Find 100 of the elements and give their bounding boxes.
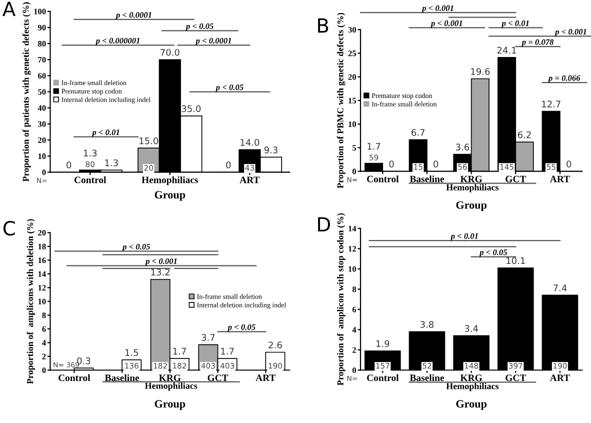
y-tick-label: 8 xyxy=(42,312,46,318)
annotation: p = 0.078 xyxy=(521,39,554,47)
text: p < 0.01 xyxy=(501,20,529,28)
y-tick-label: 8 xyxy=(352,286,356,292)
text: Hemophiliacs xyxy=(144,382,198,391)
data-label: 0 xyxy=(434,160,438,168)
annotation: p < 0.05 xyxy=(185,23,214,31)
data-label: 9.3 xyxy=(264,146,278,154)
y-tick-label: 12 xyxy=(38,285,46,291)
annotation: p < 0.01 xyxy=(92,129,120,137)
y-tick-label: 2 xyxy=(42,354,46,360)
y-tick-label: 90 xyxy=(38,24,46,30)
data-label: 19.6 xyxy=(471,68,490,75)
y-tick-label: 5 xyxy=(352,145,356,151)
data-label: 3.6 xyxy=(456,144,470,150)
annotation: p < 0.001 xyxy=(554,28,586,36)
x-tick-label: GCT xyxy=(506,176,526,182)
text: p < 0.001 xyxy=(430,20,462,28)
x-axis-title: Group xyxy=(154,400,186,410)
x-tick-label: KRG xyxy=(460,176,482,182)
data-label: 3.4 xyxy=(464,325,478,332)
data-label: 13.2 xyxy=(151,268,170,276)
data-label: 1.5 xyxy=(125,349,138,356)
y-axis-title: Proportion of patients with genetic defects (%) xyxy=(22,2,31,182)
y-tick-label: 14 xyxy=(38,271,46,277)
annotation: p < 0.05 xyxy=(122,244,150,252)
x-tick-label: Control xyxy=(367,175,399,182)
chart-title: D xyxy=(318,217,330,232)
chart-title: B xyxy=(318,18,328,33)
y-axis-title: Proportion of PBMC with genetic defects (%) xyxy=(336,12,346,188)
annotation: p < 0.000001 xyxy=(95,38,140,46)
y-tick-label: 70 xyxy=(38,56,46,63)
x-tick-label: KRG xyxy=(159,374,181,382)
data-label: 12.7 xyxy=(542,100,560,108)
y-tick-label: 0 xyxy=(42,367,46,374)
data-label: 14.0 xyxy=(240,138,260,146)
text: Hemophiliacs xyxy=(446,184,499,192)
x-tick-label: GCT xyxy=(208,374,228,382)
annotation: p < 0.0001 xyxy=(115,12,152,20)
data-label: 1.7 xyxy=(368,143,380,150)
y-axis-title: Proportion of amplicon with stop codon (%) xyxy=(336,213,346,386)
x-tick-label: ART xyxy=(256,374,276,382)
y-tick-label: 4 xyxy=(352,327,356,333)
x-tick-label: Baseline xyxy=(410,175,444,182)
x-axis-title: Group xyxy=(456,201,487,212)
data-label: 24.1 xyxy=(497,46,516,54)
text: p < 0.001 xyxy=(422,5,454,13)
y-tick-label: 40 xyxy=(38,105,46,111)
y-tick-label: 100 xyxy=(34,8,46,14)
y-tick-label: 12 xyxy=(348,246,356,252)
x-axis-title: Group xyxy=(154,191,186,201)
data-label: 1.9 xyxy=(376,340,390,348)
annotation: p < 0.05 xyxy=(227,324,256,332)
y-tick-label: 4 xyxy=(42,340,46,346)
data-label: 0 xyxy=(226,162,231,168)
data-label: 1.3 xyxy=(84,150,97,157)
data-label: 1.3 xyxy=(105,159,118,166)
y-tick-label: 15 xyxy=(348,98,356,104)
x-tick-label: KRG xyxy=(460,374,482,382)
y-tick-label: 16 xyxy=(38,258,46,264)
y-tick-label: 6 xyxy=(42,326,46,332)
annotation: p = 0.066 xyxy=(548,75,580,83)
y-tick-label: 20 xyxy=(38,137,46,143)
x-tick-label: ART xyxy=(550,176,570,182)
chart-title: A xyxy=(2,2,16,16)
annotation: p < 0.05 xyxy=(215,84,244,92)
y-tick-label: 60 xyxy=(38,73,46,79)
y-tick-label: 10 xyxy=(348,121,356,128)
x-tick-label: Baseline xyxy=(104,374,140,382)
data-label: 0.3 xyxy=(77,357,90,364)
x-tick-label: ART xyxy=(550,374,570,382)
y-tick-label: 20 xyxy=(348,74,356,80)
data-label: 0 xyxy=(66,162,72,168)
annotation: p < 0.001 xyxy=(145,258,177,266)
y-tick-label: 30 xyxy=(38,121,46,127)
y-tick-label: 14 xyxy=(348,226,356,232)
data-label: 15.0 xyxy=(140,137,158,144)
text: Hemophiliacs xyxy=(446,382,499,392)
annotation: p < 0.01 xyxy=(450,233,478,241)
y-tick-label: 18 xyxy=(38,244,46,250)
data-label: 0 xyxy=(389,160,394,168)
data-label: 3.7 xyxy=(202,334,215,341)
data-label: 10.1 xyxy=(506,257,525,264)
x-tick-label: Control xyxy=(58,374,90,382)
x-axis-title: Group xyxy=(456,400,487,410)
y-tick-label: 10 xyxy=(348,266,356,272)
data-label: 0 xyxy=(566,160,572,168)
y-tick-label: 20 xyxy=(38,230,46,236)
data-label: 1.7 xyxy=(173,348,186,354)
y-tick-label: 2 xyxy=(352,347,356,353)
data-label: 1.7 xyxy=(221,348,234,354)
data-label: 6.2 xyxy=(518,131,531,138)
data-label: 3.8 xyxy=(420,321,434,328)
x-tick-label: Baseline xyxy=(410,374,444,382)
y-tick-label: 10 xyxy=(38,153,46,160)
data-label: 7.4 xyxy=(554,284,567,292)
x-tick-label: Hemophiliacs xyxy=(142,176,198,186)
data-label: 35.0 xyxy=(182,105,201,112)
x-tick-label: ART xyxy=(240,176,260,184)
data-label: 6.7 xyxy=(412,129,425,136)
